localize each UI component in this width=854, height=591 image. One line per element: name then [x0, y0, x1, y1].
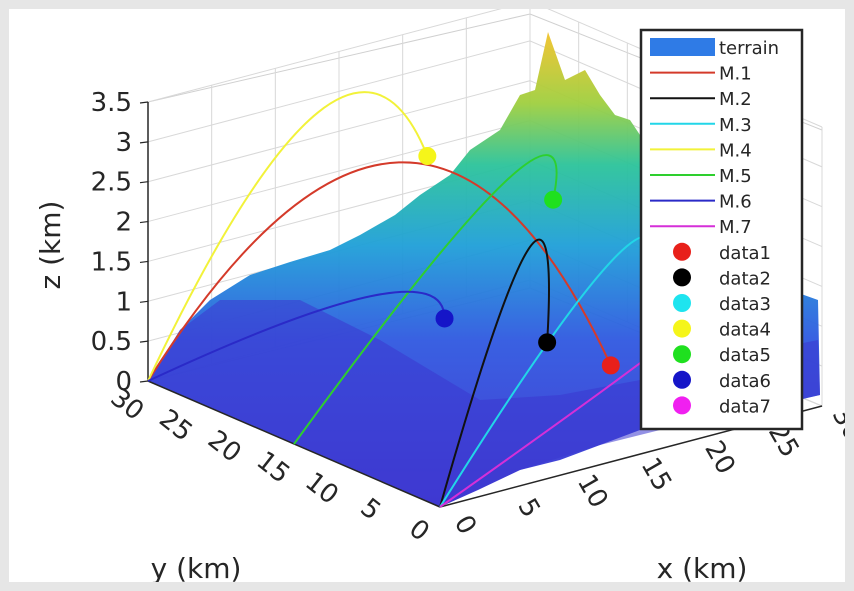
y-tick-label: 25	[153, 404, 198, 448]
terrain-lowland-shade	[148, 300, 820, 507]
y-tick-label: 5	[355, 493, 387, 527]
legend-entry-data1: data1	[673, 243, 771, 264]
z-tick-label: 3.5	[91, 88, 132, 118]
z-tick-label: 2.5	[91, 168, 132, 198]
trajectory-m5	[293, 154, 558, 445]
legend-label: M.7	[719, 217, 752, 238]
impact-marker-data4	[418, 147, 437, 166]
legend-swatch	[673, 294, 691, 312]
trajectory-m6	[147, 290, 446, 382]
z-tick-mark	[139, 181, 149, 184]
legend-entry-m3: M.3	[650, 115, 752, 136]
z-tick-label: 3	[115, 128, 132, 158]
y-tick-label: 20	[202, 425, 247, 469]
trajectory-m4	[147, 91, 429, 382]
legend-entry-data7: data7	[673, 396, 771, 417]
z-tick-mark	[139, 380, 149, 383]
legend: terrain M.1 M.2 M.3 M.4 M.5 M.6 M.7 data1 data2 da…	[639, 28, 804, 431]
y-axis-label: y (km)	[151, 552, 242, 582]
legend-swatch	[673, 268, 691, 287]
y-tick-label: 15	[251, 446, 296, 490]
legend-label: M.3	[719, 115, 752, 136]
z-tick-label: 0	[115, 367, 132, 397]
z-tick-label: 1	[115, 287, 132, 317]
z-tick-mark	[139, 340, 149, 343]
z-tick-mark	[139, 260, 149, 264]
legend-swatch	[673, 345, 691, 364]
legend-label: data6	[719, 371, 771, 392]
z-axis-label: z (km)	[34, 201, 67, 290]
legend-entry-m1: M.1	[650, 64, 752, 85]
legend-swatch	[650, 38, 715, 56]
x-tick-label: 20	[698, 436, 741, 480]
legend-entry-m5: M.5	[650, 166, 752, 187]
impact-marker-data1	[601, 356, 620, 375]
z-tick-labels: 0 0.5 1 1.5 2 2.5 3 3.5	[91, 88, 149, 397]
legend-entry-m7: M.7	[650, 217, 752, 238]
x-tick-label: 0	[448, 510, 482, 539]
y-tick-label: 10	[299, 467, 344, 511]
legend-entry-m2: M.2	[650, 89, 752, 110]
legend-entry-m6: M.6	[650, 192, 752, 213]
legend-label: terrain	[719, 38, 779, 59]
impact-marker-data2	[538, 333, 557, 352]
x-tick-label: 15	[635, 453, 678, 497]
x-tick-label: 30	[826, 402, 845, 446]
legend-entry-terrain: terrain	[650, 38, 779, 59]
figure-frame: 0 0.5 1 1.5 2 2.5 3 3.5 0 5 10 15 20 25 30 0 5 10 15 20 25…	[9, 0, 854, 585]
legend-box	[639, 28, 804, 431]
z-tick-mark	[139, 300, 149, 303]
x-axis-label: x (km)	[657, 552, 748, 582]
legend-swatch	[673, 370, 691, 389]
legend-label: data7	[719, 396, 771, 417]
trajectory-m2	[439, 238, 550, 508]
impact-marker-data6	[435, 309, 454, 328]
legend-entry-data4: data4	[673, 319, 771, 341]
legend-label: M.5	[719, 166, 752, 187]
legend-entry-data6: data6	[673, 370, 771, 392]
z-tick-label: 2	[115, 208, 132, 238]
y-tick-label: 0	[403, 514, 435, 548]
legend-entry-data2: data2	[673, 268, 771, 289]
legend-swatch	[673, 319, 691, 338]
legend-label: data1	[719, 243, 771, 264]
legend-label: M.1	[719, 64, 752, 85]
y-tick-label: 30	[105, 383, 150, 427]
trajectory-m1	[147, 161, 612, 382]
impact-marker-data5	[544, 190, 563, 209]
x-tick-label: 10	[571, 470, 614, 514]
legend-label: M.4	[719, 140, 752, 161]
legend-swatch	[673, 396, 691, 415]
z-tick-mark	[139, 220, 149, 224]
z-tick-mark	[139, 101, 149, 104]
legend-label: data4	[719, 320, 771, 341]
legend-entry-m4: M.4	[650, 140, 752, 161]
legend-swatch	[673, 242, 691, 261]
legend-label: data2	[719, 268, 771, 289]
legend-label: M.2	[719, 89, 752, 110]
z-tick-label: 0.5	[91, 327, 132, 357]
z-tick-label: 1.5	[91, 247, 132, 277]
legend-label: data5	[719, 345, 771, 366]
legend-entry-data3: data3	[673, 294, 771, 315]
legend-entry-data5: data5	[673, 345, 771, 366]
legend-label: data3	[719, 294, 771, 315]
x-tick-label: 5	[511, 494, 545, 523]
legend-label: M.6	[719, 192, 752, 213]
z-tick-mark	[139, 141, 149, 144]
